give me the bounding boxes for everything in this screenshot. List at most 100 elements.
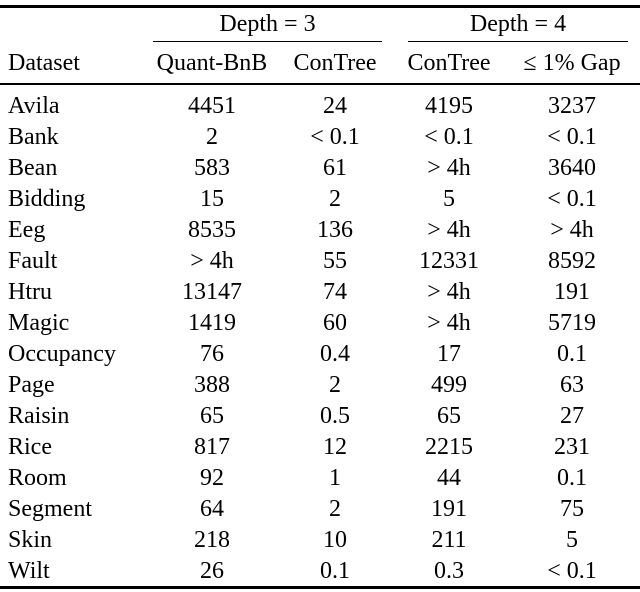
value-cell: 2 (329, 185, 341, 212)
group-header-spacer (0, 7, 148, 43)
value-cell: 64 (200, 495, 224, 522)
value-cell: 0.3 (434, 557, 464, 584)
value-cell: 12331 (419, 247, 479, 274)
value-cell: 0.5 (320, 402, 350, 429)
value-cell: 499 (431, 371, 467, 398)
value-cell: 65 (200, 402, 224, 429)
dataset-cell: Magic (8, 309, 70, 336)
value-cell: 2 (329, 371, 341, 398)
dataset-cell: Bidding (8, 185, 86, 212)
value-cell: 388 (194, 371, 230, 398)
value-cell: > 4h (427, 216, 471, 243)
dataset-cell: Raisin (8, 402, 70, 429)
group-header-depth-4: Depth = 4 (394, 7, 640, 42)
value-cell: 74 (323, 278, 347, 305)
column-header-dataset: Dataset (0, 42, 148, 85)
table-row: Wilt 26 0.1 0.3 < 0.1 (0, 555, 640, 588)
value-cell: 191 (431, 495, 467, 522)
table-row: Htru 13147 74 > 4h 191 (0, 276, 640, 307)
value-cell: 13147 (182, 278, 242, 305)
group-header-depth-3: Depth = 3 (148, 7, 394, 42)
table-row: Magic 1419 60 > 4h 5719 (0, 307, 640, 338)
table-row: Skin 218 10 211 5 (0, 524, 640, 555)
table-row: Bank 2 < 0.1 < 0.1 < 0.1 (0, 121, 640, 152)
value-cell: 817 (194, 433, 230, 460)
value-cell: > 4h (427, 278, 471, 305)
value-cell: 5 (443, 185, 455, 212)
table-row: Page 388 2 499 63 (0, 369, 640, 400)
value-cell: 24 (323, 92, 347, 119)
table-row: Room 92 1 44 0.1 (0, 462, 640, 493)
value-cell: 1419 (188, 309, 236, 336)
table-row: Raisin 65 0.5 65 27 (0, 400, 640, 431)
column-header-row: Dataset Quant-BnB ConTree ConTree ≤ 1% G… (0, 42, 640, 85)
group-header-row: Depth = 3 Depth = 4 (0, 7, 640, 43)
dataset-cell: Bank (8, 123, 59, 150)
results-table: Depth = 3 Depth = 4 Dataset Quant-BnB Co… (0, 5, 640, 589)
table-row: Bidding 15 2 5 < 0.1 (0, 183, 640, 214)
value-cell: 15 (200, 185, 224, 212)
table-row: Occupancy 76 0.4 17 0.1 (0, 338, 640, 369)
value-cell: 12 (323, 433, 347, 460)
dataset-cell: Page (8, 371, 55, 398)
column-header-contree-d3: ConTree (276, 42, 394, 85)
value-cell: 3237 (548, 92, 596, 119)
dataset-cell: Rice (8, 433, 52, 460)
value-cell: 27 (560, 402, 584, 429)
value-cell: 0.4 (320, 340, 350, 367)
value-cell: 583 (194, 154, 230, 181)
value-cell: < 0.1 (547, 557, 597, 584)
dataset-cell: Segment (8, 495, 92, 522)
value-cell: 4451 (188, 92, 236, 119)
value-cell: > 4h (190, 247, 234, 274)
value-cell: 76 (200, 340, 224, 367)
value-cell: > 4h (427, 154, 471, 181)
dataset-cell: Wilt (8, 557, 50, 584)
table-row: Rice 817 12 2215 231 (0, 431, 640, 462)
column-header-quant-bnb: Quant-BnB (148, 42, 276, 85)
value-cell: 211 (431, 526, 467, 553)
value-cell: 55 (323, 247, 347, 274)
dataset-cell: Eeg (8, 216, 46, 243)
dataset-cell: Fault (8, 247, 58, 274)
value-cell: 2 (206, 123, 218, 150)
dataset-cell: Skin (8, 526, 53, 553)
value-cell: 8592 (548, 247, 596, 274)
value-cell: 92 (200, 464, 224, 491)
value-cell: 0.1 (557, 340, 587, 367)
value-cell: < 0.1 (424, 123, 474, 150)
dataset-cell: Htru (8, 278, 52, 305)
value-cell: 44 (437, 464, 461, 491)
value-cell: 1 (329, 464, 341, 491)
column-header-contree-d4: ConTree (394, 42, 504, 85)
value-cell: 60 (323, 309, 347, 336)
dataset-cell: Occupancy (8, 340, 116, 367)
value-cell: < 0.1 (310, 123, 360, 150)
table-row: Eeg 8535 136 > 4h > 4h (0, 214, 640, 245)
dataset-cell: Room (8, 464, 67, 491)
value-cell: 136 (317, 216, 353, 243)
table-row: Avila 4451 24 4195 3237 (0, 84, 640, 121)
value-cell: > 4h (427, 309, 471, 336)
value-cell: 191 (554, 278, 590, 305)
value-cell: < 0.1 (547, 123, 597, 150)
value-cell: 61 (323, 154, 347, 181)
value-cell: 3640 (548, 154, 596, 181)
value-cell: 5 (566, 526, 578, 553)
value-cell: 218 (194, 526, 230, 553)
value-cell: 17 (437, 340, 461, 367)
group-header-depth-4-label: Depth = 4 (408, 12, 628, 42)
value-cell: 8535 (188, 216, 236, 243)
table-row: Bean 583 61 > 4h 3640 (0, 152, 640, 183)
value-cell: 0.1 (557, 464, 587, 491)
dataset-cell: Bean (8, 154, 58, 181)
value-cell: > 4h (550, 216, 594, 243)
column-header-gap: ≤ 1% Gap (504, 42, 640, 85)
value-cell: 231 (554, 433, 590, 460)
value-cell: < 0.1 (547, 185, 597, 212)
value-cell: 26 (200, 557, 224, 584)
value-cell: 2215 (425, 433, 473, 460)
value-cell: 2 (329, 495, 341, 522)
value-cell: 75 (560, 495, 584, 522)
